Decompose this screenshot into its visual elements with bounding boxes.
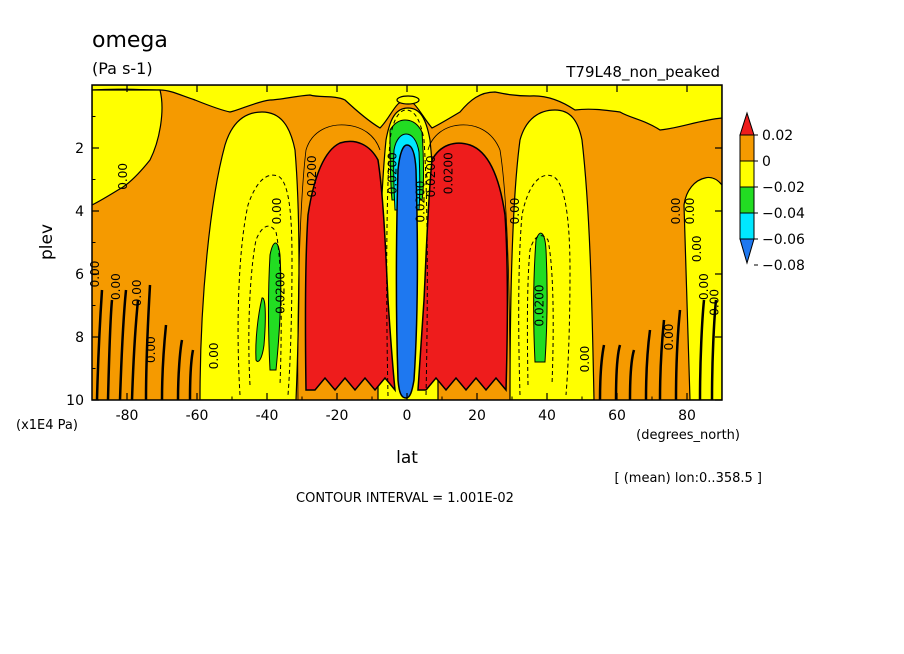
fill-green-right [533,232,548,363]
contour-label: 0.00 [130,280,144,307]
colorbar: 0.02 0 −0.02 −0.04 −0.06 −0.08 [739,111,805,274]
dataset-label: T79L48_non_peaked [565,63,720,82]
contour-label: 0.00 [683,198,697,225]
red-lobe-contours [297,124,511,400]
colorbar-swatch [739,212,755,240]
x-tick-label: 20 [468,408,486,424]
contour-label: 0.00 [708,289,722,316]
polar-contour-lines [95,284,718,400]
y-axis-units: (x1E4 Pa) [16,418,78,433]
colorbar-swatch [739,134,755,162]
colorbar-label: 0 [762,154,771,170]
fill-red-left-lobe [304,140,396,393]
contour-labels: 0.00 0.00 0.000.000.000.000.000.02000.0200… [88,152,722,372]
y-tick-label: 2 [75,141,84,157]
x-tick-label: 0 [403,408,412,424]
x-tick-label: 80 [678,408,696,424]
contour-label: 0.0200 [533,285,547,327]
x-tick-label: -20 [326,408,349,424]
contour-interval: CONTOUR INTERVAL = 1.001E-02 [296,491,514,506]
y-tick-label: 10 [66,393,84,409]
contour-label: 0.00 [690,235,704,262]
y-axis: 2 4 6 8 10 [66,116,722,409]
contour-label: 0.0200 [442,152,456,194]
contour-label: 0.00 [109,273,123,300]
colorbar-top-arrow [739,111,755,136]
averaging-note: [ (mean) lon:0..358.5 ] [615,471,763,486]
fill-green-left [268,242,282,371]
x-axis: -80 -60 -40 -20 0 20 40 60 80 [91,85,723,424]
y-axis-label: plev [37,224,57,260]
contour-label: 0.00 [270,198,284,225]
contour-label: 0.0200 [274,272,288,314]
fill-blue-equator [395,144,419,399]
x-tick-label: 60 [608,408,626,424]
y-tick-label: 8 [75,330,84,346]
x-tick-label: -60 [186,408,209,424]
contour-label: 0.00 [144,336,158,363]
colorbar-label: −0.08 [762,258,805,274]
contour-label: 0.00 [662,324,676,351]
colorbar-label: −0.04 [762,206,805,222]
y-tick-label: 4 [75,204,84,220]
chart-title: omega [92,28,168,53]
contour-label: 0.00 [697,273,711,300]
colorbar-swatch [739,160,755,188]
fill-yellow-top-bubble [396,95,420,105]
contour-label: 0.00 [669,198,683,225]
contour-field [92,85,722,400]
colorbar-label: 0.02 [762,128,793,144]
colorbar-swatch [739,186,755,214]
fill-red-right-lobe [417,142,509,393]
dashed-negative-contours [237,109,571,397]
fill-yellow-right-column [509,109,595,400]
contour-label: 0.0200 [386,152,400,194]
colorbar-label: −0.02 [762,180,805,196]
contour-label: 0.0200 [305,155,319,197]
contour-label: 0.00 [116,163,130,190]
x-tick-label: 40 [538,408,556,424]
contour-label: 0.00 [508,198,522,225]
contour-label: 0.00 [578,346,592,373]
x-axis-label: lat [396,448,418,468]
x-tick-label: -40 [256,408,279,424]
fill-green-left-small [255,297,266,362]
contour-label: 0.00 [207,343,221,370]
contour-label: 0.0200 [414,181,428,223]
fill-yellow-left-polar [92,89,163,206]
contour-label: 0.0200 [424,155,438,197]
y-tick-label: 6 [75,267,84,283]
x-axis-units: (degrees_north) [636,428,740,443]
colorbar-bottom-arrow [739,238,755,265]
x-tick-label: -80 [116,408,139,424]
chart-units: (Pa s-1) [92,59,153,78]
colorbar-label: −0.06 [762,232,805,248]
